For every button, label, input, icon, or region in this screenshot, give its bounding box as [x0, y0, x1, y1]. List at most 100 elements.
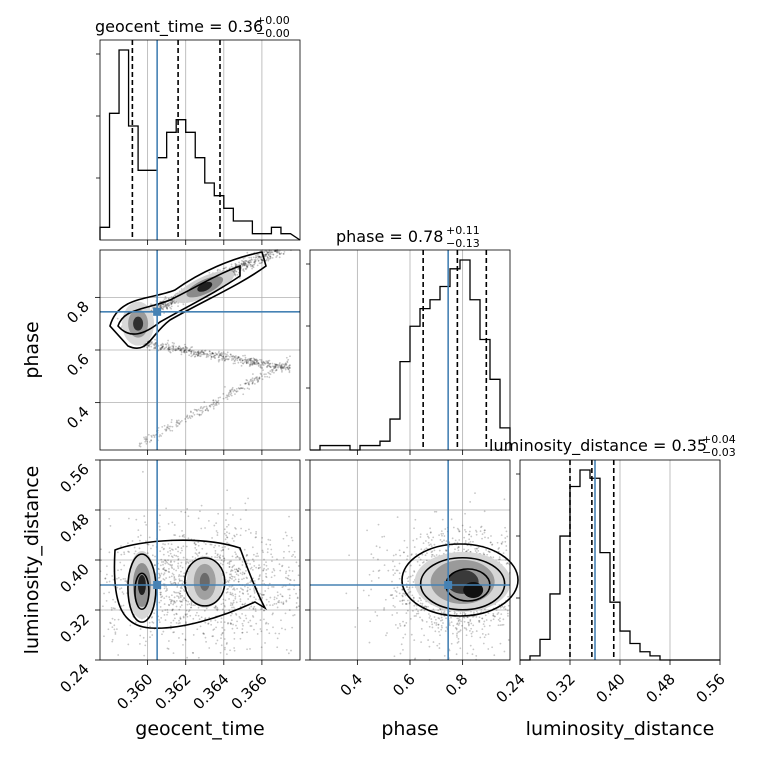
sample-point	[184, 418, 187, 420]
sample-point	[233, 588, 236, 591]
sample-point	[179, 617, 182, 620]
sample-point	[221, 632, 224, 635]
sample-point	[180, 570, 182, 573]
sample-point	[253, 379, 256, 382]
sample-point	[243, 270, 245, 273]
sample-point	[265, 259, 268, 262]
sample-point	[250, 566, 253, 569]
sample-point	[233, 360, 236, 363]
sample-point	[168, 596, 171, 598]
sample-point	[235, 355, 237, 357]
sample-point	[165, 507, 168, 510]
sample-point	[189, 348, 191, 350]
sample-point	[221, 353, 224, 356]
sample-point	[170, 421, 173, 424]
sample-point	[257, 555, 259, 557]
sample-point	[236, 264, 239, 267]
density-level-2	[133, 316, 144, 331]
sample-point	[419, 602, 422, 605]
sample-point	[223, 528, 226, 531]
sample-point	[165, 587, 168, 590]
sample-point	[184, 613, 187, 616]
sample-point	[163, 614, 166, 616]
xlabel-geocent_time: geocent_time	[135, 718, 264, 740]
sample-point	[241, 387, 243, 390]
sample-point	[160, 591, 162, 594]
sample-point	[247, 382, 250, 385]
sample-point	[177, 347, 180, 350]
sample-point	[257, 567, 260, 569]
sample-point	[114, 631, 117, 634]
sample-point	[249, 363, 252, 366]
sample-point	[160, 617, 163, 619]
sample-point	[254, 362, 257, 364]
sample-point	[375, 545, 378, 548]
sample-point	[250, 357, 253, 360]
sample-point	[166, 611, 169, 614]
sample-point	[466, 652, 469, 655]
sample-point	[272, 368, 274, 371]
sample-point	[203, 353, 206, 356]
sample-point	[226, 525, 228, 528]
sample-point	[266, 365, 268, 368]
sample-point	[482, 642, 485, 645]
sample-point	[281, 586, 284, 589]
sample-point	[212, 405, 215, 408]
sample-point	[265, 604, 268, 606]
sample-point	[170, 347, 172, 350]
sample-point	[419, 616, 421, 619]
sample-point	[245, 378, 248, 381]
sample-point	[247, 261, 250, 264]
sample-point	[168, 304, 171, 306]
sample-point	[252, 362, 255, 365]
sample-point	[406, 558, 408, 561]
sample-point	[176, 424, 179, 427]
ylabel-phase: phase	[21, 321, 43, 378]
sample-point	[164, 343, 167, 346]
sample-point	[148, 536, 151, 539]
sample-point	[207, 353, 210, 356]
sample-point	[158, 572, 160, 575]
sample-point	[164, 304, 167, 306]
sample-point	[161, 425, 164, 428]
sample-point	[278, 252, 281, 255]
sample-point	[189, 560, 192, 563]
sample-point	[406, 609, 409, 612]
sample-point	[250, 625, 253, 627]
sample-point	[233, 535, 236, 538]
sample-point	[267, 567, 269, 570]
sample-point	[251, 377, 254, 380]
sample-point	[464, 512, 466, 515]
sample-point	[203, 352, 206, 355]
sample-point	[260, 259, 263, 261]
sample-point	[474, 550, 477, 552]
sample-point	[287, 578, 290, 580]
sample-point	[164, 559, 167, 562]
sample-point	[214, 605, 217, 608]
sample-point	[183, 572, 186, 575]
sample-point	[256, 381, 259, 384]
sample-point	[240, 527, 243, 530]
sample-point	[236, 357, 239, 360]
sample-point	[430, 620, 433, 623]
sample-point	[281, 365, 284, 368]
sample-point	[228, 609, 231, 612]
sample-point	[219, 353, 221, 356]
sample-point	[255, 256, 258, 259]
sample-point	[252, 266, 255, 269]
sample-point	[148, 345, 150, 348]
sample-point	[234, 593, 237, 596]
sample-point	[249, 361, 252, 364]
sample-point	[180, 579, 183, 582]
sample-point	[241, 578, 243, 581]
sample-point	[285, 648, 288, 651]
sample-point	[145, 523, 148, 526]
sample-point	[398, 592, 401, 595]
sample-point	[128, 551, 130, 553]
sample-point	[223, 559, 226, 562]
sample-point	[226, 580, 229, 583]
sample-point	[162, 630, 165, 633]
sample-point	[234, 595, 237, 598]
sample-point	[233, 269, 236, 271]
sample-point	[182, 303, 185, 306]
